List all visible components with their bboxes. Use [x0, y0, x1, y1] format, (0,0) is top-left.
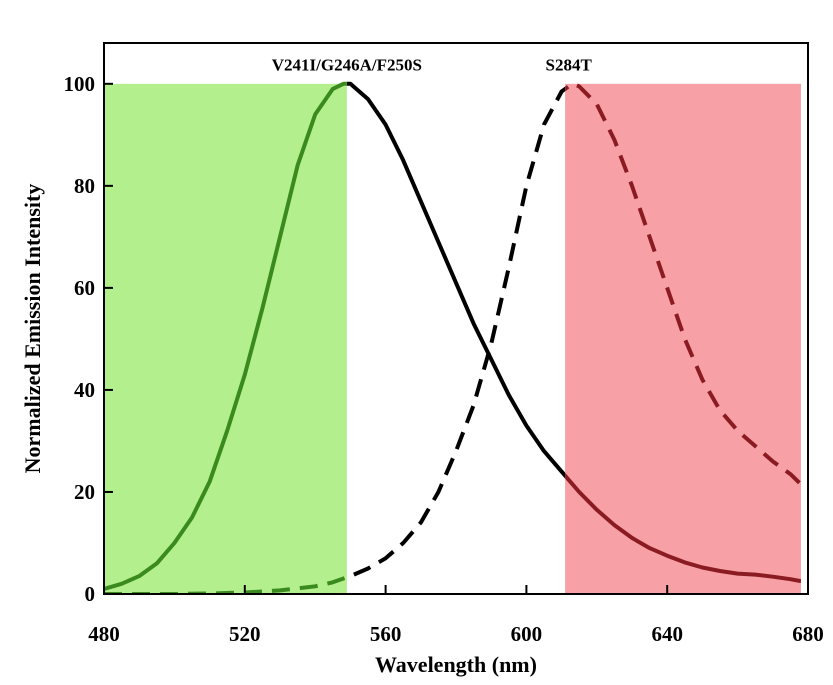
- series-line-2-outside: [346, 86, 566, 580]
- x-tick-label: 600: [511, 622, 543, 646]
- series-labels-layer: V241I/G246A/F250S S284T: [272, 56, 593, 75]
- x-tick-label: 520: [229, 622, 261, 646]
- series-line-1-band-1: [104, 81, 347, 591]
- series-line-1-outside: [346, 81, 566, 479]
- plot-frame: [103, 42, 809, 595]
- x-tick-label: 480: [88, 622, 120, 646]
- series-label-2: S284T: [545, 56, 592, 75]
- y-tick-label: 0: [85, 582, 96, 606]
- series-label-1: V241I/G246A/F250S: [272, 56, 422, 75]
- y-tick-label: 100: [64, 72, 96, 96]
- x-tick-label: 680: [792, 622, 824, 646]
- series-layer: [104, 81, 801, 594]
- series-line-2-band-1: [104, 575, 347, 594]
- shaded-band-1: [104, 83, 347, 594]
- shaded-band-2: [565, 83, 801, 594]
- y-axis-title: Normalized Emission Intensity: [20, 184, 45, 474]
- x-tick-label: 640: [651, 622, 683, 646]
- band-layer: [104, 83, 801, 594]
- series-line-1-band-2: [565, 472, 801, 584]
- ticks-layer: 480 520 560 600 640 680 0 20 40 60 80 100: [64, 72, 824, 646]
- y-tick-label: 40: [74, 378, 95, 402]
- y-tick-label: 20: [74, 480, 95, 504]
- x-tick-label: 560: [370, 622, 402, 646]
- x-axis-title: Wavelength (nm): [375, 652, 537, 677]
- y-tick-label: 60: [74, 276, 95, 300]
- y-tick-label: 80: [74, 174, 95, 198]
